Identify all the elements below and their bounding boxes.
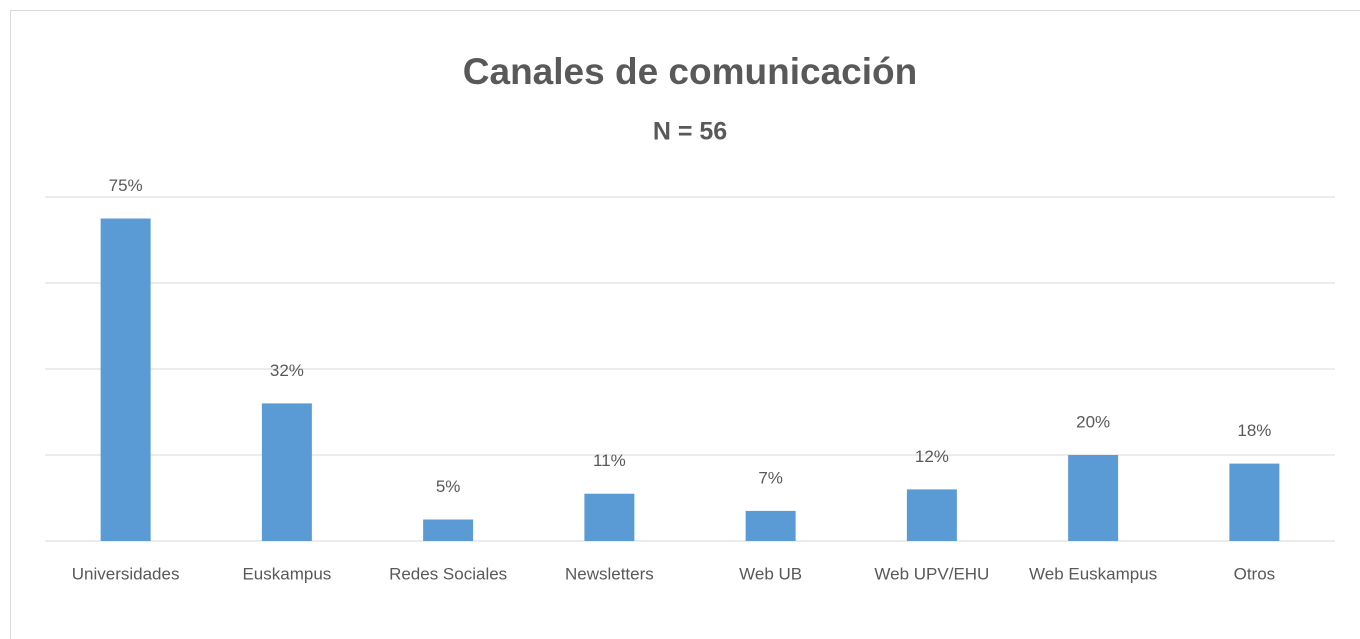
bar xyxy=(261,403,312,541)
x-tick-label: Web UPV/EHU xyxy=(874,564,989,583)
x-tick-label: Web Euskampus xyxy=(1029,564,1157,583)
data-label: 75% xyxy=(109,176,143,195)
x-tick-label: Web UB xyxy=(739,564,802,583)
bar xyxy=(100,218,151,541)
bar xyxy=(1068,455,1119,541)
bar xyxy=(584,493,635,541)
bar xyxy=(745,510,796,541)
data-label: 32% xyxy=(270,361,304,380)
x-tick-label: Euskampus xyxy=(242,564,331,583)
data-label: 20% xyxy=(1076,412,1110,431)
data-label: 12% xyxy=(915,447,949,466)
data-label: 5% xyxy=(436,477,461,496)
x-tick-label: Universidades xyxy=(72,564,180,583)
data-label: 11% xyxy=(593,451,626,470)
chart-title: Canales de comunicación xyxy=(463,51,917,92)
bar xyxy=(423,519,474,541)
chart-frame xyxy=(10,10,1360,639)
bar xyxy=(906,489,957,541)
x-tick-label: Newsletters xyxy=(565,564,654,583)
data-label: 7% xyxy=(758,468,783,487)
x-tick-label: Otros xyxy=(1234,564,1276,583)
chart-subtitle: N = 56 xyxy=(653,118,727,146)
bar xyxy=(1229,463,1280,541)
x-tick-label: Redes Sociales xyxy=(389,564,507,583)
data-label: 18% xyxy=(1237,421,1271,440)
